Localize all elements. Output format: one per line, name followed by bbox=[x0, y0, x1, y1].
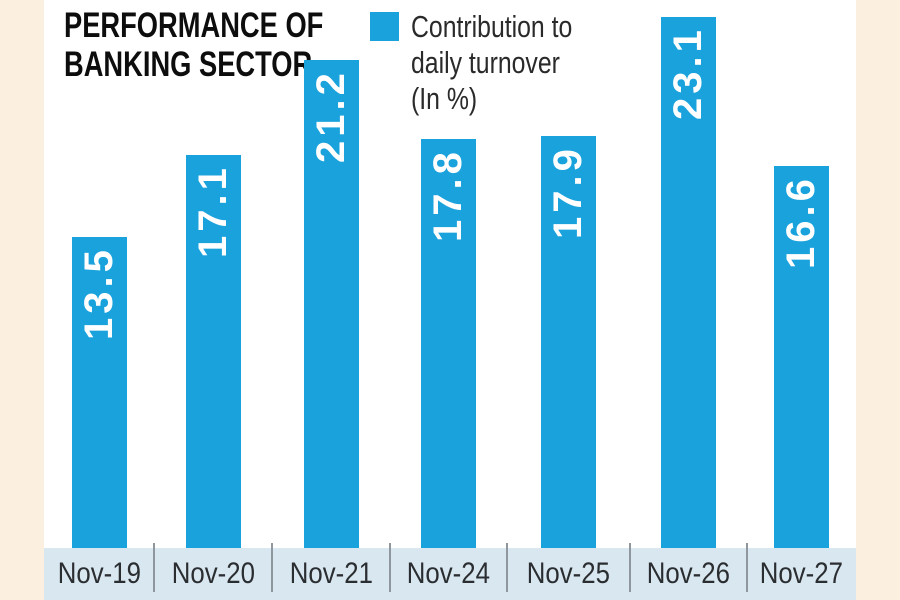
x-axis-divider bbox=[629, 543, 631, 592]
left-margin-strip bbox=[0, 0, 44, 600]
bar-value-label: 16.6 bbox=[779, 175, 823, 269]
bar-value-label: 17.1 bbox=[191, 164, 235, 258]
x-axis-label-Nov-24: Nov-24 bbox=[390, 551, 507, 597]
x-axis-label-Nov-21: Nov-21 bbox=[272, 551, 390, 597]
bar-value-label: 13.5 bbox=[77, 246, 121, 340]
bar-Nov-19: 13.5 bbox=[72, 237, 127, 548]
bar-Nov-25: 17.9 bbox=[541, 136, 596, 548]
legend-label-line3: (In %) bbox=[411, 81, 478, 116]
x-axis-label-Nov-27: Nov-27 bbox=[747, 551, 856, 597]
x-axis-label-Nov-20: Nov-20 bbox=[154, 551, 272, 597]
legend-label-line2: daily turnover bbox=[411, 45, 560, 80]
legend-label-line1: Contribution to bbox=[411, 9, 573, 44]
chart-title-line1: PERFORMANCE OF bbox=[64, 6, 324, 45]
bar-Nov-20: 17.1 bbox=[186, 155, 241, 548]
x-axis-divider bbox=[153, 543, 155, 592]
x-axis-divider bbox=[746, 543, 748, 592]
bar-value-label: 17.9 bbox=[546, 145, 590, 239]
bar-value-label: 23.1 bbox=[666, 26, 710, 120]
bar-Nov-21: 21.2 bbox=[304, 60, 359, 548]
x-axis-label-text: Nov-19 bbox=[57, 557, 141, 590]
x-axis-label-text: Nov-26 bbox=[646, 557, 731, 590]
x-axis-label-text: Nov-20 bbox=[171, 557, 255, 590]
x-axis-divider bbox=[506, 543, 508, 592]
x-axis-label-text: Nov-27 bbox=[759, 557, 844, 590]
x-axis-label-text: Nov-25 bbox=[526, 557, 611, 590]
bar-value-label: 21.2 bbox=[309, 69, 353, 163]
x-axis-divider bbox=[271, 543, 273, 592]
x-axis-band bbox=[44, 548, 856, 600]
x-axis-divider bbox=[389, 543, 391, 592]
bar-Nov-24: 17.8 bbox=[421, 139, 476, 548]
bar-Nov-27: 16.6 bbox=[774, 166, 829, 548]
x-axis-label-Nov-19: Nov-19 bbox=[44, 551, 154, 597]
right-margin-strip bbox=[856, 0, 900, 600]
x-axis-label-text: Nov-24 bbox=[406, 557, 491, 590]
bar-value-label: 17.8 bbox=[426, 148, 470, 242]
bar-Nov-26: 23.1 bbox=[661, 17, 716, 548]
x-axis-label-Nov-25: Nov-25 bbox=[507, 551, 630, 597]
x-axis-label-Nov-26: Nov-26 bbox=[630, 551, 747, 597]
legend-label: Contribution to daily turnover (In %) bbox=[411, 9, 572, 117]
chart-title: PERFORMANCE OF BANKING SECTOR bbox=[64, 6, 323, 84]
legend-swatch-icon bbox=[370, 12, 399, 41]
x-axis-label-text: Nov-21 bbox=[289, 557, 373, 590]
chart-title-line2: BANKING SECTOR bbox=[64, 45, 313, 84]
